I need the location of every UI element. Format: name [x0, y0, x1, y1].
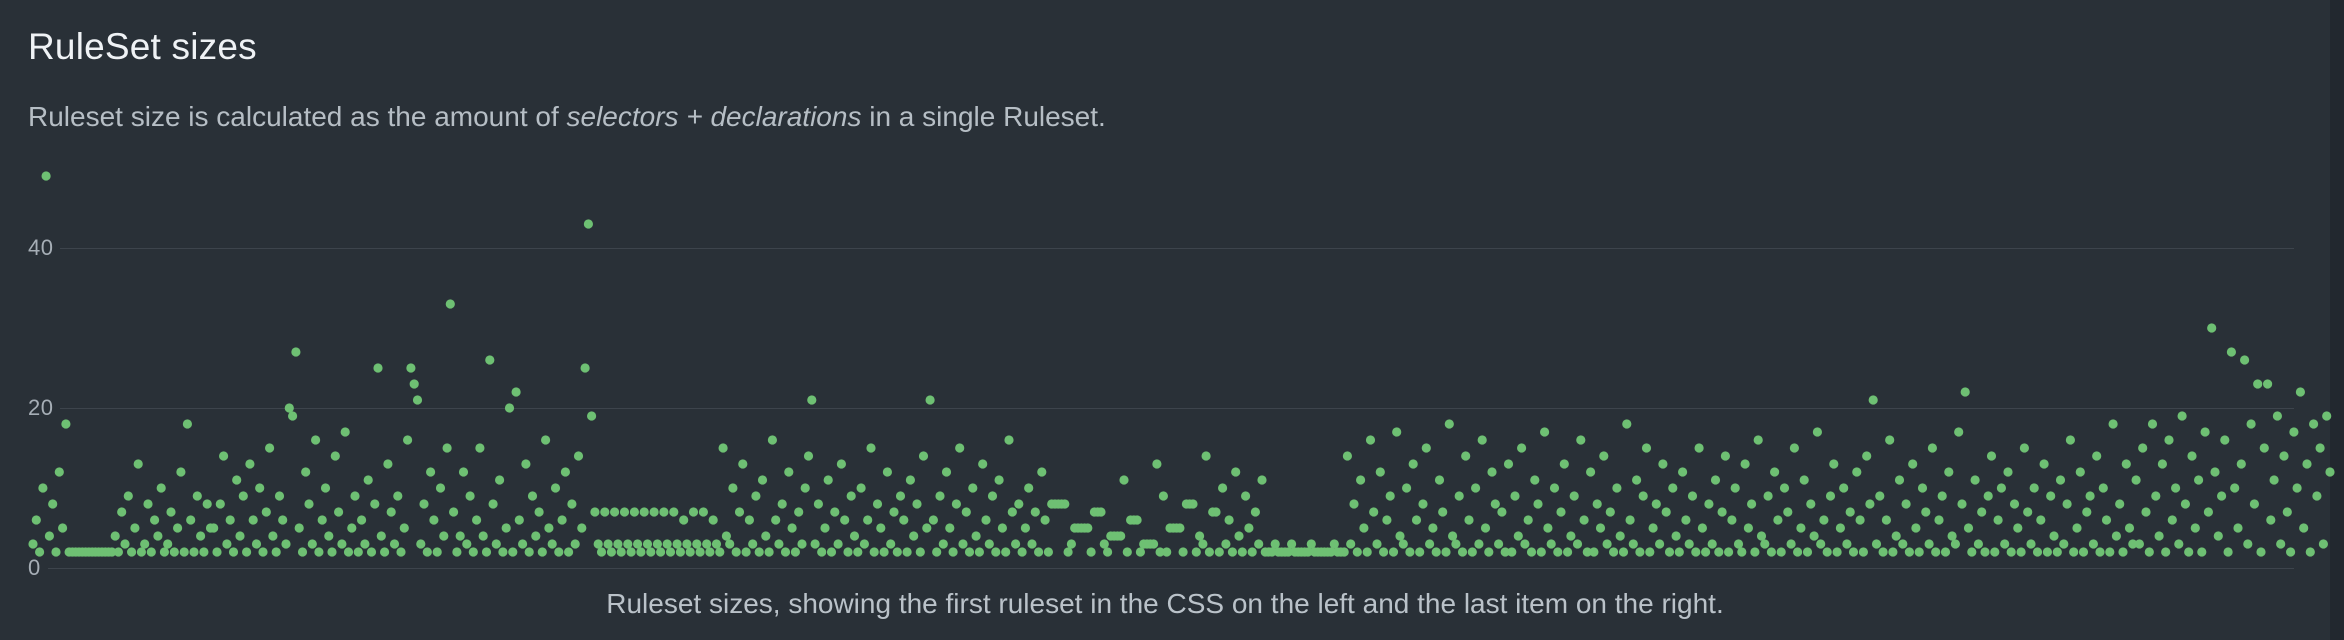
chart-caption: Ruleset sizes, showing the first ruleset…	[606, 588, 1724, 619]
page-title: RuleSet sizes	[28, 26, 257, 67]
subtitle-text-prefix: Ruleset size is calculated as the amount…	[28, 101, 567, 132]
subtitle-text-suffix: in a single Ruleset.	[861, 101, 1106, 132]
subtitle-italic-term: selectors + declarations	[566, 101, 862, 132]
chart-subtitle: Ruleset size is calculated as the amount…	[28, 101, 1106, 133]
page-edge-strip	[2330, 0, 2344, 640]
scatter-chart: 40 20 0	[0, 140, 2335, 585]
